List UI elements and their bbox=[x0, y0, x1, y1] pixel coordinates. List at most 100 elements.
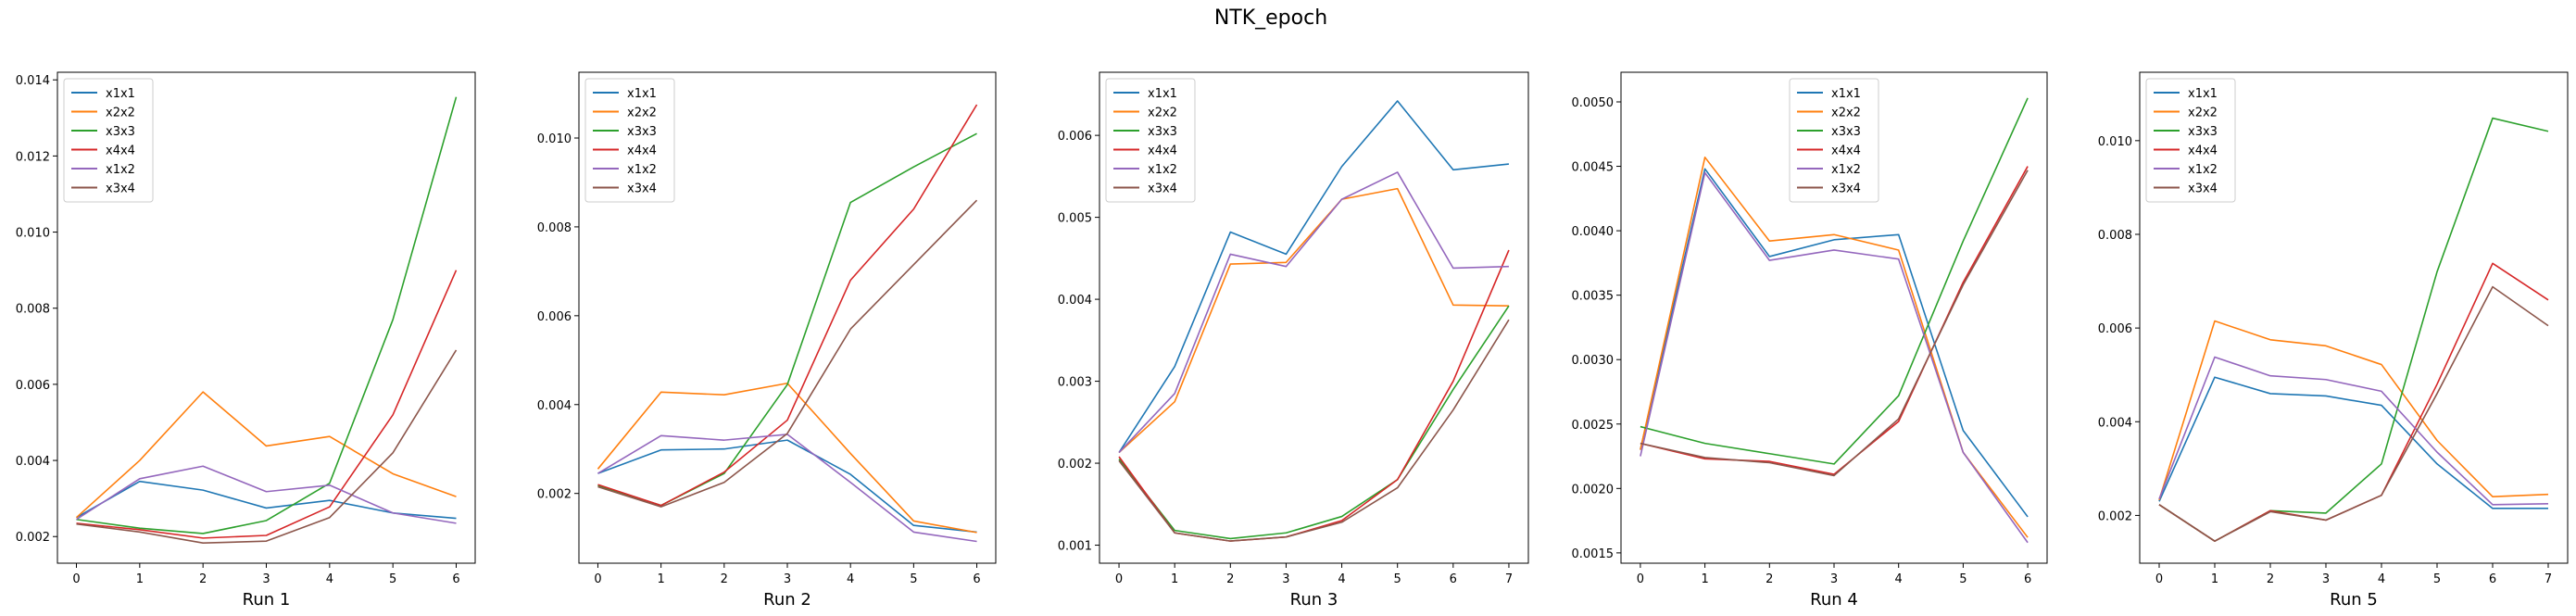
legend-box bbox=[584, 78, 675, 203]
x-tick-label: 5 bbox=[2433, 572, 2441, 586]
x-tick-label: 5 bbox=[1394, 572, 1401, 586]
subplot-3: 0 1 2 3 4 5 6 7 0.001 0.002 0.003 0.004 0.005 0.006 Ru… bbox=[1058, 71, 1529, 610]
x-tick-label: 4 bbox=[847, 572, 854, 586]
series-line-x3x4 bbox=[1118, 319, 1510, 542]
legend-label-x1x1: x1x1 bbox=[106, 87, 135, 101]
x-tick-label: 1 bbox=[136, 572, 144, 586]
x-axis-label: Run 2 bbox=[763, 590, 811, 610]
y-tick-label: 0.010 bbox=[16, 227, 50, 241]
x-tick-label: 7 bbox=[2545, 572, 2552, 586]
legend-label-x4x4: x4x4 bbox=[627, 145, 657, 158]
subplot-4: 0 1 2 3 4 5 6 0.0015 0.0020 0.0025 0.0030 0.0035 0.0… bbox=[1572, 71, 2048, 610]
x-tick-label: 5 bbox=[1959, 572, 1967, 586]
legend-label-x3x4: x3x4 bbox=[106, 182, 135, 196]
legend-label-x2x2: x2x2 bbox=[627, 107, 657, 120]
legend-label-x1x2: x1x2 bbox=[2188, 163, 2218, 177]
y-tick-label: 0.012 bbox=[16, 150, 50, 164]
x-tick-label: 0 bbox=[72, 572, 80, 586]
legend-label-x1x1: x1x1 bbox=[627, 87, 657, 101]
series-line-x1x2 bbox=[76, 465, 457, 524]
legend-label-x1x1: x1x1 bbox=[1148, 87, 1177, 101]
x-axis-label: Run 5 bbox=[2330, 590, 2378, 610]
x-tick-label: 6 bbox=[973, 572, 980, 586]
legend-label-x1x1: x1x1 bbox=[2188, 87, 2218, 101]
series-line-x3x3 bbox=[1640, 97, 2029, 465]
x-tick-label: 4 bbox=[2378, 572, 2385, 586]
legend: x1x1 x2x2 x3x3 x4x4 x1x2 x3x4 bbox=[63, 78, 154, 203]
y-tick-label: 0.002 bbox=[2098, 509, 2132, 523]
axes-frame bbox=[2139, 71, 2569, 564]
x-tick-label: 2 bbox=[199, 572, 207, 586]
legend-label-x4x4: x4x4 bbox=[1148, 145, 1177, 158]
series-line-x1x1 bbox=[1640, 168, 2029, 518]
x-tick-label: 6 bbox=[452, 572, 459, 586]
x-axis-label: Run 3 bbox=[1290, 590, 1338, 610]
x-tick-label: 6 bbox=[2489, 572, 2496, 586]
series-line-x2x2 bbox=[75, 391, 457, 519]
legend-box bbox=[1789, 78, 1879, 203]
legend-box bbox=[63, 78, 154, 203]
x-tick-label: 3 bbox=[2322, 572, 2330, 586]
legend-label-x3x4: x3x4 bbox=[1148, 182, 1177, 196]
y-tick-label: 0.006 bbox=[2098, 322, 2132, 336]
legend-label-x3x3: x3x3 bbox=[627, 125, 657, 139]
legend-label-x3x4: x3x4 bbox=[627, 182, 657, 196]
series-line-x3x4 bbox=[76, 349, 458, 545]
subplot-2: 0 1 2 3 4 5 6 0.002 0.004 0.006 0.008 0.010 Run 2 x1x… bbox=[537, 71, 997, 610]
x-tick-label: 1 bbox=[1701, 572, 1708, 586]
y-tick-label: 0.004 bbox=[1058, 294, 1092, 308]
y-tick-label: 0.0015 bbox=[1572, 547, 1615, 561]
x-tick-label: 3 bbox=[1830, 572, 1838, 586]
legend-label-x3x3: x3x3 bbox=[2188, 125, 2218, 139]
legend-label-x3x3: x3x3 bbox=[106, 125, 135, 139]
y-tick-label: 0.010 bbox=[2098, 135, 2132, 149]
x-axis-label: Run 4 bbox=[1810, 590, 1858, 610]
x-tick-label: 2 bbox=[1226, 572, 1234, 586]
x-tick-label: 4 bbox=[1338, 572, 1345, 586]
legend-label-x2x2: x2x2 bbox=[1831, 107, 1861, 120]
legend-label-x3x4: x3x4 bbox=[2188, 182, 2218, 196]
y-tick-label: 0.008 bbox=[16, 303, 50, 317]
y-tick-label: 0.0035 bbox=[1572, 290, 1615, 304]
y-tick-label: 0.003 bbox=[1058, 376, 1092, 390]
legend: x1x1 x2x2 x3x3 x4x4 x1x2 x3x4 bbox=[2145, 78, 2236, 203]
legend: x1x1 x2x2 x3x3 x4x4 x1x2 x3x4 bbox=[1789, 78, 1879, 203]
y-tick-label: 0.006 bbox=[16, 379, 50, 393]
y-tick-label: 0.002 bbox=[537, 488, 572, 502]
y-tick-label: 0.0025 bbox=[1572, 419, 1615, 433]
legend-label-x4x4: x4x4 bbox=[1831, 145, 1861, 158]
y-tick-label: 0.0020 bbox=[1572, 483, 1615, 497]
x-tick-label: 6 bbox=[1450, 572, 1457, 586]
legend-box bbox=[2145, 78, 2236, 203]
series-line-x1x1 bbox=[597, 439, 977, 534]
x-tick-label: 5 bbox=[910, 572, 917, 586]
y-tick-label: 0.010 bbox=[537, 132, 572, 146]
x-tick-label: 2 bbox=[1766, 572, 1773, 586]
x-tick-label: 3 bbox=[784, 572, 791, 586]
figure-title: NTK_epoch bbox=[1214, 6, 1327, 30]
x-tick-label: 7 bbox=[1505, 572, 1513, 586]
subplot-5: 0 1 2 3 4 5 6 7 0.002 0.004 0.006 0.008 0.010 Run 5 x1… bbox=[2098, 71, 2569, 610]
y-tick-label: 0.006 bbox=[537, 310, 572, 324]
legend-label-x4x4: x4x4 bbox=[2188, 145, 2218, 158]
y-tick-label: 0.002 bbox=[16, 531, 50, 545]
series-line-x1x1 bbox=[2158, 376, 2548, 509]
y-tick-label: 0.005 bbox=[1058, 212, 1092, 226]
series-line-x3x4 bbox=[597, 199, 978, 508]
series-line-x3x4 bbox=[2158, 285, 2549, 543]
x-tick-label: 0 bbox=[1637, 572, 1644, 586]
series-line-x2x2 bbox=[1118, 187, 1509, 454]
x-tick-label: 0 bbox=[2155, 572, 2163, 586]
y-tick-label: 0.001 bbox=[1058, 540, 1092, 554]
x-tick-label: 2 bbox=[721, 572, 728, 586]
axes-frame bbox=[1099, 71, 1529, 564]
x-tick-label: 1 bbox=[2211, 572, 2218, 586]
series-line-x4x4 bbox=[76, 270, 458, 539]
x-tick-label: 5 bbox=[389, 572, 396, 586]
series-line-x3x4 bbox=[1640, 170, 2029, 477]
x-tick-label: 4 bbox=[1895, 572, 1903, 586]
legend-label-x4x4: x4x4 bbox=[106, 145, 135, 158]
series-line-x1x2 bbox=[1118, 171, 1509, 454]
y-tick-label: 0.0030 bbox=[1572, 354, 1615, 368]
